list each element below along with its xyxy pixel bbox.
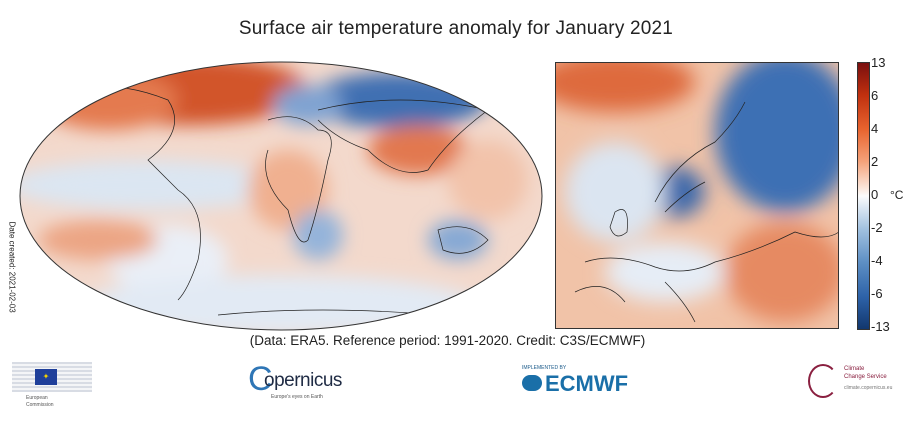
eu-flag-icon: ✦ bbox=[35, 369, 57, 385]
ecmwf-symbol-icon bbox=[522, 375, 542, 391]
copernicus-tagline: Europe's eyes on Earth bbox=[271, 394, 323, 400]
colorbar-tick: 0 bbox=[871, 187, 879, 202]
european-commission-logo: ✦ European Commission bbox=[12, 362, 92, 420]
ecmwf-wordmark: ECMWF bbox=[545, 371, 629, 396]
colorbar bbox=[857, 62, 870, 330]
colorbar-tick: -2 bbox=[871, 220, 883, 235]
colorbar-tick: 4 bbox=[871, 121, 879, 136]
figure-title: Surface air temperature anomaly for Janu… bbox=[238, 18, 674, 39]
copernicus-wordmark: opernicus bbox=[264, 370, 342, 391]
colorbar-tick: -13 bbox=[871, 319, 890, 334]
date-created: Date created: 2021-02-03 bbox=[7, 221, 17, 313]
colorbar-tick: 13 bbox=[871, 55, 886, 70]
colorbar-unit: °C bbox=[890, 188, 904, 202]
c3s-logo-text: Climate bbox=[844, 366, 865, 372]
europe-anomaly-map bbox=[555, 62, 839, 329]
colorbar-tick: -6 bbox=[871, 286, 883, 301]
implemented-by-text: IMPLEMENTED BY bbox=[522, 365, 567, 371]
ec-logo-text: European bbox=[26, 395, 48, 401]
colorbar-tick: 6 bbox=[871, 88, 879, 103]
world-anomaly-map bbox=[19, 61, 543, 331]
c3s-logo-text: Change Service bbox=[844, 374, 887, 380]
ec-logo-text: Commission bbox=[26, 402, 54, 408]
colorbar-tick: -4 bbox=[871, 253, 883, 268]
data-credit-caption: (Data: ERA5. Reference period: 1991-2020… bbox=[249, 333, 646, 348]
colorbar-tick: 2 bbox=[871, 154, 879, 169]
c3s-logo-url: climate.copernicus.eu bbox=[844, 385, 893, 391]
thermometer-icon bbox=[808, 364, 838, 398]
